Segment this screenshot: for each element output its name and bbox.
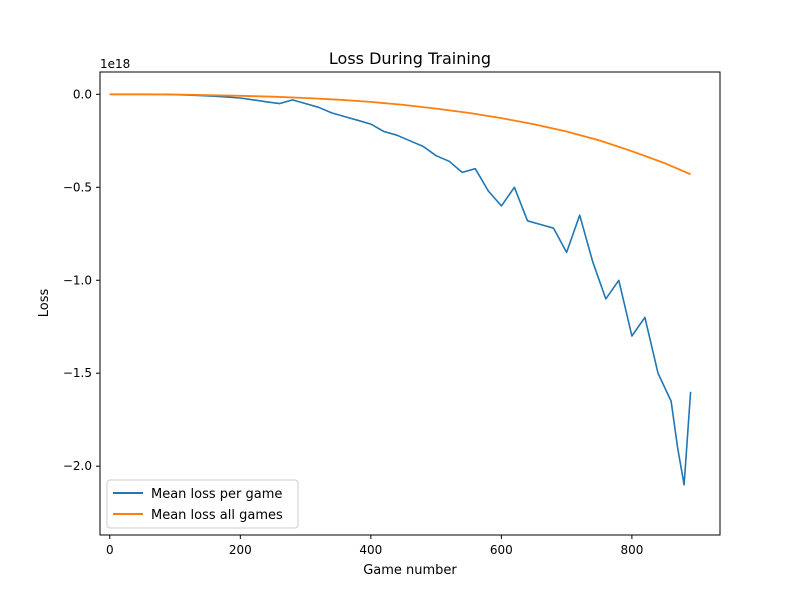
chart-title: Loss During Training (329, 49, 491, 68)
x-axis-label: Game number (363, 563, 457, 578)
x-axis: 0 200 400 600 800 (106, 535, 643, 557)
y-axis: 0.0 −0.5 −1.0 −1.5 −2.0 (63, 87, 100, 473)
legend-label-mean-loss-per-game: Mean loss per game (151, 487, 282, 502)
x-tick-label: 200 (229, 543, 252, 557)
y-tick-label: −1.0 (63, 273, 92, 287)
y-axis-label: Loss (37, 289, 52, 318)
legend: Mean loss per game Mean loss all games (106, 479, 299, 529)
y-tick-label: −0.5 (63, 180, 92, 194)
plot-frame (99, 71, 721, 536)
x-tick-label: 0 (106, 543, 114, 557)
plot-area (99, 71, 721, 536)
x-tick-label: 400 (359, 543, 382, 557)
x-tick-label: 800 (620, 543, 643, 557)
y-tick-label: −1.5 (63, 366, 92, 380)
y-offset-text: 1e18 (100, 57, 130, 71)
legend-label-mean-loss-all-games: Mean loss all games (151, 508, 283, 523)
y-tick-label: 0.0 (73, 87, 92, 101)
series-layer (109, 93, 692, 486)
x-tick-label: 600 (490, 543, 513, 557)
legend-box (106, 479, 299, 529)
series-line-mean-loss-all-games (109, 93, 691, 176)
y-tick-label: −2.0 (63, 459, 92, 473)
